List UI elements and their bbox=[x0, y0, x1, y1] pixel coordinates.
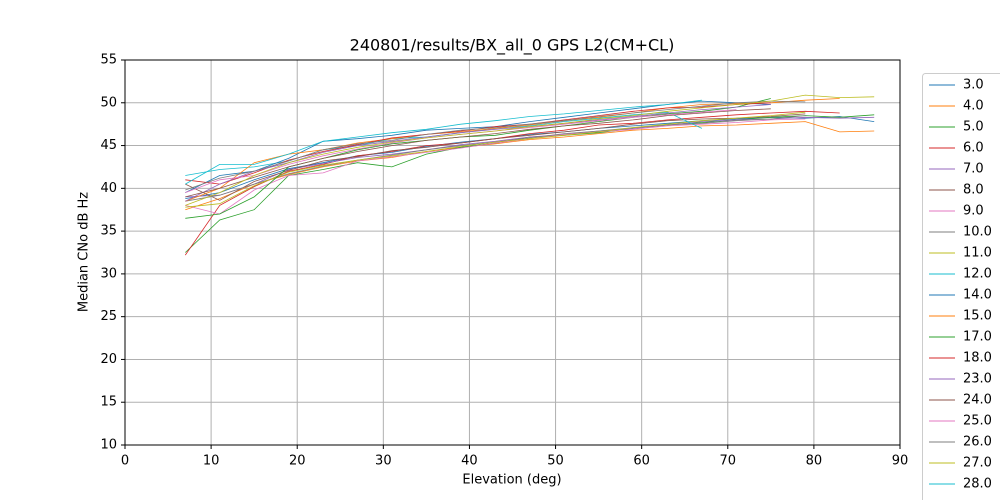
y-tick-label: 40 bbox=[100, 181, 117, 196]
legend-label: 6.0 bbox=[963, 141, 984, 156]
legend-label: 18.0 bbox=[963, 351, 992, 366]
legend-label: 23.0 bbox=[963, 372, 992, 387]
legend-label: 9.0 bbox=[963, 204, 984, 219]
legend-label: 27.0 bbox=[963, 456, 992, 471]
y-tick-label: 25 bbox=[100, 309, 117, 324]
legend-label: 24.0 bbox=[963, 393, 992, 408]
x-tick-label: 40 bbox=[461, 454, 478, 469]
legend-label: 8.0 bbox=[963, 183, 984, 198]
legend-label: 25.0 bbox=[963, 414, 992, 429]
legend-label: 26.0 bbox=[963, 435, 992, 450]
legend-label: 11.0 bbox=[963, 246, 992, 261]
legend-label: 4.0 bbox=[963, 99, 984, 114]
y-tick-label: 10 bbox=[100, 438, 117, 453]
data-line bbox=[185, 117, 874, 199]
y-tick-label: 15 bbox=[100, 395, 117, 410]
y-tick-label: 20 bbox=[100, 352, 117, 367]
x-tick-label: 60 bbox=[633, 454, 650, 469]
legend-label: 15.0 bbox=[963, 309, 992, 324]
x-tick-label: 30 bbox=[375, 454, 392, 469]
x-tick-label: 0 bbox=[121, 454, 129, 469]
x-tick-label: 90 bbox=[892, 454, 909, 469]
legend-label: 17.0 bbox=[963, 330, 992, 345]
y-tick-label: 50 bbox=[100, 95, 117, 110]
legend-label: 10.0 bbox=[963, 225, 992, 240]
x-tick-label: 80 bbox=[806, 454, 823, 469]
y-tick-label: 35 bbox=[100, 224, 117, 239]
x-tick-label: 20 bbox=[289, 454, 306, 469]
chart-title: 240801/results/BX_all_0 GPS L2(CM+CL) bbox=[350, 36, 675, 56]
legend-label: 7.0 bbox=[963, 162, 984, 177]
legend-label: 5.0 bbox=[963, 120, 984, 135]
legend-label: 3.0 bbox=[963, 78, 984, 93]
x-axis-label: Elevation (deg) bbox=[462, 473, 561, 488]
data-line bbox=[185, 95, 874, 205]
y-axis-label: Median CNo dB Hz bbox=[77, 192, 92, 312]
x-tick-label: 50 bbox=[547, 454, 564, 469]
legend-label: 14.0 bbox=[963, 288, 992, 303]
x-tick-label: 70 bbox=[720, 454, 737, 469]
data-line bbox=[185, 99, 839, 202]
x-tick-label: 10 bbox=[203, 454, 220, 469]
legend-label: 12.0 bbox=[963, 267, 992, 282]
y-tick-label: 55 bbox=[100, 53, 117, 68]
data-line bbox=[185, 122, 874, 210]
legend-label: 28.0 bbox=[963, 477, 992, 492]
y-tick-label: 45 bbox=[100, 138, 117, 153]
y-tick-label: 30 bbox=[100, 266, 117, 281]
